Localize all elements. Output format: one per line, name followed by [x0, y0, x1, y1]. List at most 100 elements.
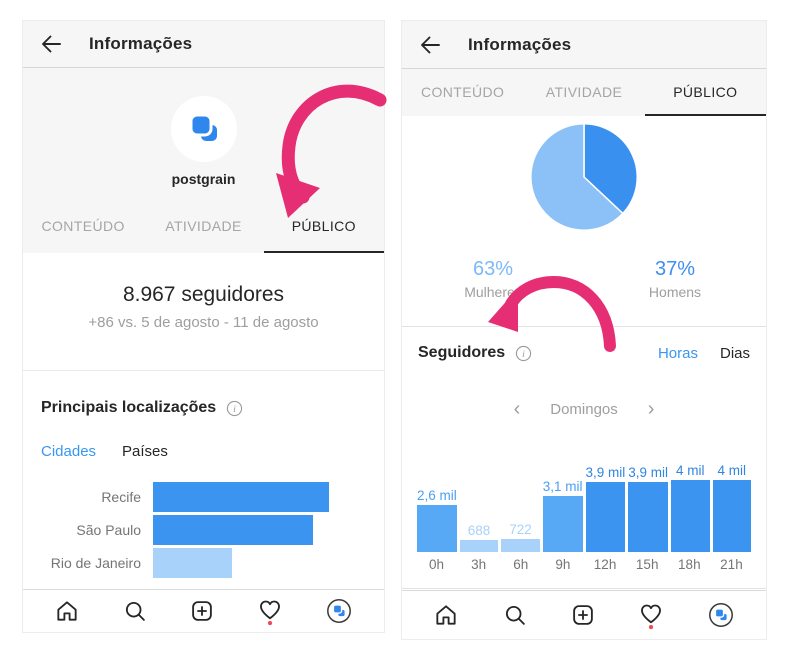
avatar [170, 96, 237, 162]
svg-text:i: i [522, 349, 525, 360]
chart-column: 3,9 mil [628, 465, 669, 552]
label-homens: Homens [648, 284, 702, 300]
bar-label: São Paulo [76, 522, 141, 538]
day-selector: ‹ Domingos › [402, 397, 766, 421]
page-title: Informações [89, 34, 193, 53]
followers-hour-chart: 2,6 mil 688 722 3,1 mil 3,9 mil [402, 421, 766, 572]
tab-publico[interactable]: PÚBLICO [263, 201, 384, 253]
left-app-header: Informações [23, 21, 384, 68]
bar-value: 722 [509, 522, 532, 537]
bar-value: 3,9 mil [628, 465, 669, 480]
x-tick: 15h [635, 557, 659, 572]
tab-atividade[interactable]: ATIVIDADE [545, 83, 623, 100]
bar-value: 3,9 mil [585, 465, 626, 480]
chart-column: 3,9 mil [585, 465, 626, 552]
notification-dot [649, 624, 654, 629]
bar [153, 515, 313, 545]
x-tick: 6h [513, 557, 529, 572]
gender-stats-row: 63% Mulheres 37% Homens [402, 258, 766, 300]
profile-nav-icon[interactable] [707, 601, 735, 629]
bar [628, 482, 669, 552]
locations-filter-row: Cidades Países [41, 443, 366, 460]
bar [459, 540, 499, 552]
next-day-chevron-icon[interactable]: › [647, 398, 655, 420]
bar [501, 539, 540, 552]
tab-conteudo[interactable]: CONTEÚDO [421, 83, 505, 100]
followers-count: 8.967 seguidores [122, 283, 285, 306]
top-locations-section: Principais localizações i Cidades Países… [23, 371, 384, 589]
search-icon[interactable] [122, 598, 148, 624]
back-arrow-icon[interactable] [418, 33, 444, 57]
bar [153, 482, 329, 512]
stat-mulheres: 63% Mulheres [402, 258, 584, 300]
x-tick: 18h [678, 557, 701, 572]
toggle-horas[interactable]: Horas [657, 344, 698, 362]
bar-value: 3,1 mil [542, 479, 583, 494]
toggle-dias[interactable]: Dias [719, 344, 750, 362]
chart-row: Rio de Janeiro [41, 548, 366, 578]
chart-column: 3,1 mil [542, 479, 583, 552]
x-axis-labels: 0h 3h 6h 9h 12h 15h 18h 21h [417, 557, 751, 572]
label-mulheres: Mulheres [464, 284, 522, 300]
bar-value: 4 mil [676, 463, 705, 478]
profile-username: postgrain [171, 171, 236, 187]
followers-comparison: +86 vs. 5 de agosto - 11 de agosto [88, 314, 319, 331]
activity-heart-icon[interactable] [257, 597, 283, 626]
search-icon[interactable] [502, 602, 528, 628]
prev-day-chevron-icon[interactable]: ‹ [513, 398, 521, 420]
bottom-navigation [23, 589, 384, 632]
new-post-icon[interactable] [189, 598, 215, 624]
info-icon[interactable]: i [226, 400, 243, 417]
insights-tabs: CONTEÚDO ATIVIDADE PÚBLICO [23, 201, 384, 253]
section-divider [402, 326, 766, 327]
x-tick: 21h [720, 557, 743, 572]
right-app-header: Informações [402, 21, 766, 69]
postgrain-logo-icon [189, 113, 217, 141]
view-toggle: Horas Dias [658, 345, 750, 362]
x-tick: 0h [429, 557, 445, 572]
tab-atividade[interactable]: ATIVIDADE [165, 218, 242, 234]
filter-paises[interactable]: Países [122, 443, 168, 460]
page-title: Informações [468, 34, 572, 54]
bar [417, 505, 457, 552]
chart-column: 4 mil [671, 463, 710, 552]
chart-column: 4 mil [712, 463, 751, 552]
home-icon[interactable] [433, 602, 459, 628]
chart-column: 722 [501, 522, 540, 552]
bar-label: Recife [101, 489, 141, 505]
right-insights-screen: Informações CONTEÚDO ATIVIDADE PÚBLICO 6… [401, 20, 767, 640]
svg-text:i: i [233, 404, 236, 415]
gender-pie-chart [527, 120, 641, 234]
percent-mulheres: 63% [472, 258, 514, 280]
bar-value: 688 [467, 523, 491, 538]
home-icon[interactable] [54, 598, 80, 624]
stat-homens: 37% Homens [584, 258, 766, 300]
bar [671, 480, 710, 552]
bar-label: Rio de Janeiro [50, 555, 141, 571]
followers-title: Seguidores [418, 344, 506, 361]
x-tick: 3h [471, 557, 487, 572]
insights-tabs: CONTEÚDO ATIVIDADE PÚBLICO [402, 69, 766, 116]
x-tick: 12h [593, 557, 617, 572]
info-icon[interactable]: i [515, 345, 532, 362]
tab-publico[interactable]: PÚBLICO [644, 69, 766, 116]
back-arrow-icon[interactable] [39, 32, 65, 56]
chart-row: Recife [41, 482, 366, 512]
profile-section: postgrain [23, 68, 384, 201]
tab-conteudo[interactable]: CONTEÚDO [41, 218, 125, 234]
locations-bar-chart: Recife São Paulo Rio de Janeiro [41, 482, 366, 578]
activity-heart-icon[interactable] [638, 601, 664, 630]
section-divider [402, 588, 766, 589]
chart-row: São Paulo [41, 515, 366, 545]
pie-slice-homens [583, 123, 638, 215]
bar [542, 496, 583, 552]
filter-cidades[interactable]: Cidades [41, 443, 97, 460]
notification-dot [268, 620, 273, 625]
bar [153, 548, 232, 578]
new-post-icon[interactable] [570, 602, 596, 628]
profile-nav-icon[interactable] [325, 597, 353, 625]
pie-slice-mulheres [530, 123, 624, 231]
x-tick: 9h [555, 557, 571, 572]
day-label: Domingos [550, 400, 618, 418]
